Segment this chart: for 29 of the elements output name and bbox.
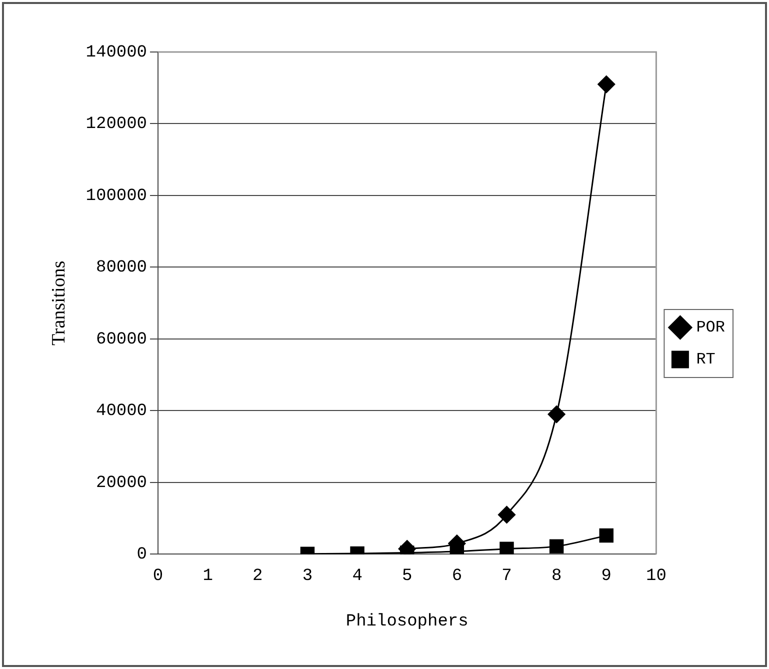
point [498, 506, 516, 524]
y-axis-title: Transitions [48, 260, 70, 346]
x-tick-label: 3 [302, 566, 313, 586]
x-tick-label: 8 [551, 566, 562, 586]
x-tick-label: 6 [452, 566, 462, 586]
y-tick-label: 100000 [86, 186, 148, 206]
point [548, 406, 566, 424]
x-tick-label: 2 [252, 566, 263, 586]
x-tick-label: 4 [352, 566, 362, 586]
y-tick-label: 60000 [96, 330, 148, 350]
point [598, 76, 616, 94]
x-axis-title: Philosophers [346, 612, 468, 632]
legend-label: POR [696, 318, 726, 337]
x-tick-label: 9 [601, 566, 612, 586]
x-tick-label: 0 [152, 566, 164, 586]
y-tick-label: 40000 [96, 402, 148, 422]
x-tick-label: 5 [402, 566, 412, 586]
point [549, 539, 564, 554]
y-tick-label: 20000 [96, 474, 148, 493]
y-tick-label: 140000 [86, 44, 148, 62]
x-tick-label: 7 [502, 566, 512, 586]
y-tick-label: 0 [136, 546, 148, 565]
y-tick-label: 80000 [96, 258, 148, 278]
x-tick-label: 10 [646, 566, 666, 586]
x-tick-label: 1 [202, 566, 213, 586]
point [599, 528, 614, 543]
y-tick-label: 120000 [86, 115, 148, 134]
legend-label: RT [696, 350, 716, 369]
point [500, 542, 514, 554]
